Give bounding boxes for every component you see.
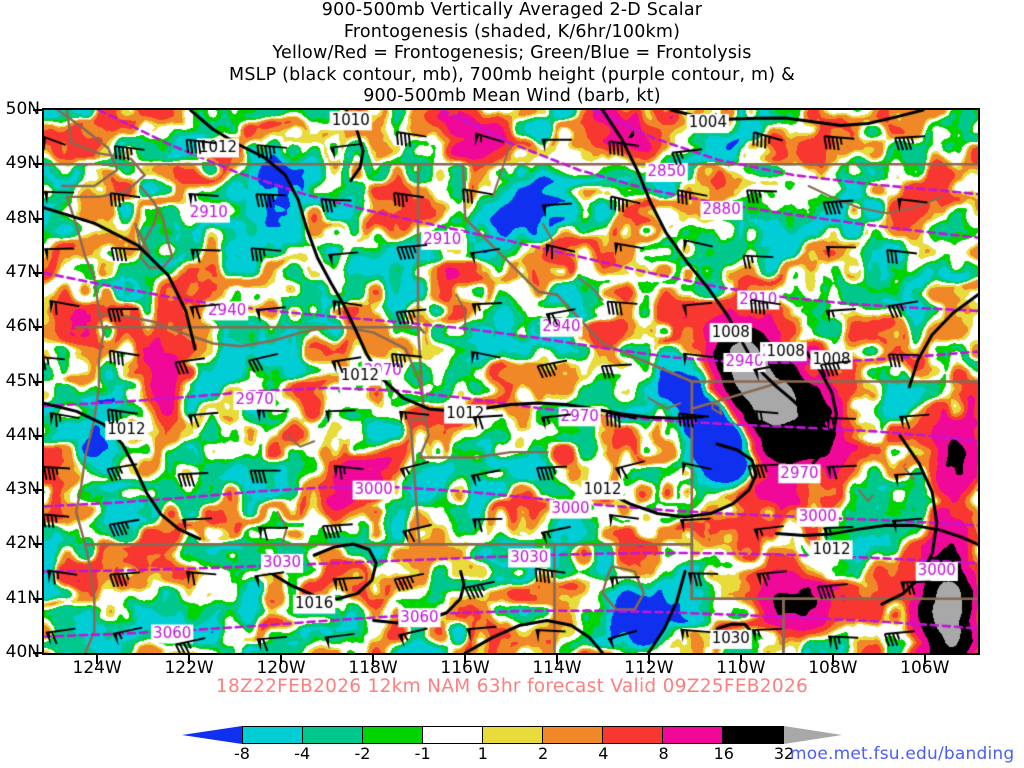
lon-tick-mark — [96, 655, 99, 664]
colorbar-tick-label: -1 — [414, 744, 431, 763]
lat-tick-mark — [33, 163, 42, 166]
lon-tick-label: 108W — [808, 658, 858, 678]
lon-tick-mark — [555, 655, 558, 664]
lon-tick-label: 124W — [72, 658, 122, 678]
lat-tick-label: 49N — [5, 153, 40, 174]
lon-tick-mark — [923, 655, 926, 664]
lon-tick-label: 114W — [532, 658, 582, 678]
colorbar-segments — [242, 726, 784, 744]
lon-tick-mark — [372, 655, 375, 664]
lat-tick-label: 41N — [5, 587, 40, 608]
colorbar-tick-label: 8 — [658, 744, 669, 763]
forecast-caption: 18Z22FEB2026 12km NAM 63hr forecast Vali… — [215, 676, 809, 697]
lat-tick-mark — [33, 109, 42, 111]
colorbar-under-arrow — [182, 726, 242, 744]
lat-tick-mark — [33, 271, 42, 274]
colorbar-over-arrow — [784, 726, 842, 744]
title-line-2: Frontogenesis (shaded, K/6hr/100km) — [343, 21, 681, 42]
lat-tick-mark — [33, 217, 42, 220]
colorbar-tick-label: -2 — [354, 744, 371, 763]
frontogenesis-map-canvas — [44, 110, 978, 653]
lon-tick-label: 118W — [348, 658, 398, 678]
lat-tick-label: 42N — [5, 533, 40, 554]
lat-tick-label: 44N — [5, 424, 40, 445]
colorbar-tick-label: 32 — [773, 744, 795, 763]
colorbar: -8 -4 -2 -1 1 2 4 8 16 32 — [0, 722, 1024, 768]
lon-tick-mark — [739, 655, 742, 664]
lon-tick-label: 122W — [164, 658, 214, 678]
lat-tick-mark — [33, 434, 42, 437]
lon-tick-mark — [647, 655, 650, 664]
lon-tick-label: 120W — [256, 658, 306, 678]
title-line-5: 900-500mb Mean Wind (barb, kt) — [363, 86, 661, 106]
lat-tick-mark — [33, 543, 42, 546]
lat-tick-mark — [33, 380, 42, 383]
colorbar-segment — [543, 727, 603, 743]
title-line-3: Yellow/Red = Frontogenesis; Green/Blue =… — [272, 43, 752, 63]
colorbar-segment — [603, 727, 663, 743]
colorbar-tick-label: 2 — [538, 744, 549, 763]
lat-tick-label: 46N — [5, 316, 40, 337]
map-plot-area — [42, 108, 980, 655]
colorbar-segment — [363, 727, 423, 743]
colorbar-segment — [663, 727, 723, 743]
colorbar-segment — [723, 727, 783, 743]
colorbar-tick-label: -4 — [294, 744, 311, 763]
lon-tick-mark — [280, 655, 283, 664]
title-line-1: 900-500mb Vertically Averaged 2-D Scalar — [321, 0, 703, 20]
lon-tick-mark — [188, 655, 191, 664]
lat-tick-mark — [33, 326, 42, 329]
lon-tick-mark — [464, 655, 467, 664]
colorbar-segment — [303, 727, 363, 743]
colorbar-segment — [243, 727, 303, 743]
lat-tick-mark — [33, 489, 42, 492]
colorbar-segment — [483, 727, 543, 743]
colorbar-tick-label: 16 — [713, 744, 734, 763]
lat-tick-mark — [33, 597, 42, 600]
lat-tick-label: 43N — [5, 479, 40, 500]
lat-tick-label: 47N — [5, 261, 40, 282]
lat-tick-label: 50N — [5, 99, 40, 119]
lat-tick-label: 45N — [5, 370, 40, 391]
lat-tick-label: 40N — [5, 642, 40, 662]
title-line-4: MSLP (black contour, mb), 700mb height (… — [229, 64, 795, 85]
lon-tick-label: 106W — [900, 658, 950, 678]
source-watermark: moe.met.fsu.edu/banding — [790, 744, 1015, 764]
chart-title-block: 900-500mb Vertically Averaged 2-D Scalar… — [0, 0, 1024, 108]
lon-tick-mark — [831, 655, 834, 664]
lon-tick-label: 116W — [440, 658, 490, 678]
colorbar-tick-label: 4 — [598, 744, 609, 763]
colorbar-tick-label: 1 — [477, 744, 488, 763]
lon-tick-label: 110W — [716, 658, 766, 678]
colorbar-tick-label: -8 — [234, 744, 250, 763]
lat-tick-label: 48N — [5, 207, 40, 228]
lon-tick-label: 112W — [624, 658, 674, 678]
lat-tick-mark — [33, 652, 42, 654]
colorbar-segment — [423, 727, 483, 743]
